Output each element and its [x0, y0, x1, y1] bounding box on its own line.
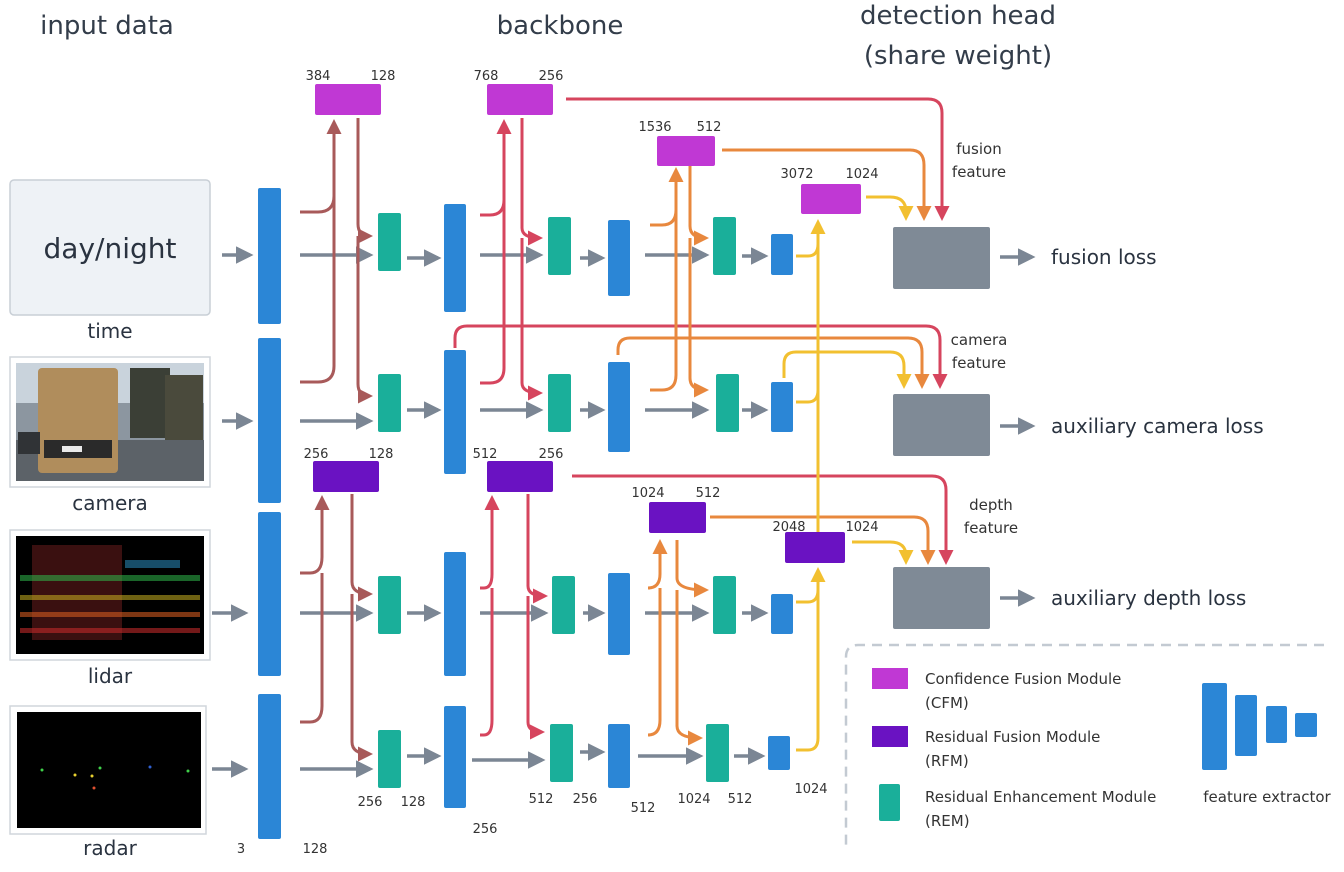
legend-extractor-bar-2: [1235, 695, 1257, 756]
fusion-head: [893, 227, 990, 289]
num-cfm4-out: 1024: [845, 167, 878, 182]
legend-extractor-bar-3: [1266, 706, 1287, 743]
legend-rem-swatch: [879, 784, 900, 821]
legend-cfm-label: Confidence Fusion Module: [925, 670, 1121, 688]
num-cfm1-out: 128: [371, 69, 396, 84]
legend-rem-label: Residual Enhancement Module: [925, 788, 1156, 806]
legend-cfm-swatch: [872, 668, 908, 689]
depth-head: [893, 567, 990, 629]
num-b-512a: 512: [529, 792, 554, 807]
legend-extractor-bar-1: [1202, 683, 1227, 770]
stage3-orange-arrows: [616, 148, 936, 746]
fusion-loss-label: fusion loss: [1051, 245, 1157, 269]
num-cfm3-in: 1536: [638, 120, 671, 135]
camera-feature-label-2: feature: [952, 354, 1006, 372]
num-rfm2-in: 512: [473, 447, 498, 462]
time-input-box: [9, 179, 211, 316]
lidar-image: [9, 529, 211, 661]
channel-numbers: 384 128 768 256 1536 512 3072 1024 256 1…: [237, 69, 879, 857]
camera-feature-label-1: camera: [951, 331, 1008, 349]
num-b-3: 3: [237, 842, 245, 857]
num-rfm4-out: 1024: [845, 520, 878, 535]
stage4-yellow-arrows: [782, 195, 914, 752]
num-b-1024a: 1024: [677, 792, 710, 807]
num-b-512b: 512: [631, 801, 656, 816]
cfm-blocks: [315, 84, 861, 214]
num-b-128: 128: [303, 842, 328, 857]
num-rfm4-in: 2048: [772, 520, 805, 535]
num-b-512c: 512: [728, 792, 753, 807]
rem-blocks: [378, 213, 739, 788]
fusion-feature-label-2: feature: [952, 163, 1006, 181]
num-cfm2-out: 256: [539, 69, 564, 84]
header-input-data: input data: [40, 11, 174, 41]
stage2-red-arrows: [453, 97, 954, 740]
num-rfm3-in: 1024: [631, 486, 664, 501]
lidar-label: lidar: [88, 664, 133, 688]
legend-extractor-label: feature extractor: [1203, 788, 1331, 806]
num-cfm4-in: 3072: [780, 167, 813, 182]
camera-loss-label: auxiliary camera loss: [1051, 414, 1264, 438]
num-b-1024b: 1024: [794, 782, 827, 797]
legend: Confidence Fusion Module (CFM) Residual …: [844, 643, 1332, 850]
num-b-256b: 256: [473, 822, 498, 837]
num-b-256c: 256: [573, 792, 598, 807]
legend-rfm-abbr: (RFM): [925, 752, 969, 770]
legend-extractor-bar-4: [1295, 713, 1317, 737]
radar-label: radar: [83, 836, 137, 860]
stage1-brown-arrows: [300, 118, 373, 762]
depth-loss-label: auxiliary depth loss: [1051, 586, 1246, 610]
num-rfm3-out: 512: [696, 486, 721, 501]
legend-rfm-label: Residual Fusion Module: [925, 728, 1100, 746]
rfm-blocks: [313, 461, 845, 563]
num-cfm3-out: 512: [697, 120, 722, 135]
num-b-256a: 256: [358, 795, 383, 810]
camera-image: [9, 356, 211, 488]
header-backbone: backbone: [497, 11, 624, 41]
feature-extractor-blocks: [258, 188, 793, 839]
header-share-weight: (share weight): [864, 41, 1052, 71]
legend-rfm-swatch: [872, 726, 908, 747]
camera-head: [893, 394, 990, 456]
num-rfm1-out: 128: [369, 447, 394, 462]
time-label: time: [87, 319, 132, 343]
legend-cfm-abbr: (CFM): [925, 694, 969, 712]
num-cfm1-in: 384: [306, 69, 331, 84]
legend-rem-abbr: (REM): [925, 812, 970, 830]
depth-feature-label-2: feature: [964, 519, 1018, 537]
num-rfm1-in: 256: [304, 447, 329, 462]
day-night-label: day/night: [44, 232, 177, 265]
num-cfm2-in: 768: [474, 69, 499, 84]
num-rfm2-out: 256: [539, 447, 564, 462]
input-arrows: [212, 246, 254, 778]
fusion-feature-label-1: fusion: [956, 140, 1001, 158]
header-detection-head: detection head: [860, 1, 1056, 31]
camera-label: camera: [72, 491, 148, 515]
depth-feature-label-1: depth: [969, 496, 1013, 514]
radar-image: [9, 705, 207, 835]
num-b-128b: 128: [401, 795, 426, 810]
